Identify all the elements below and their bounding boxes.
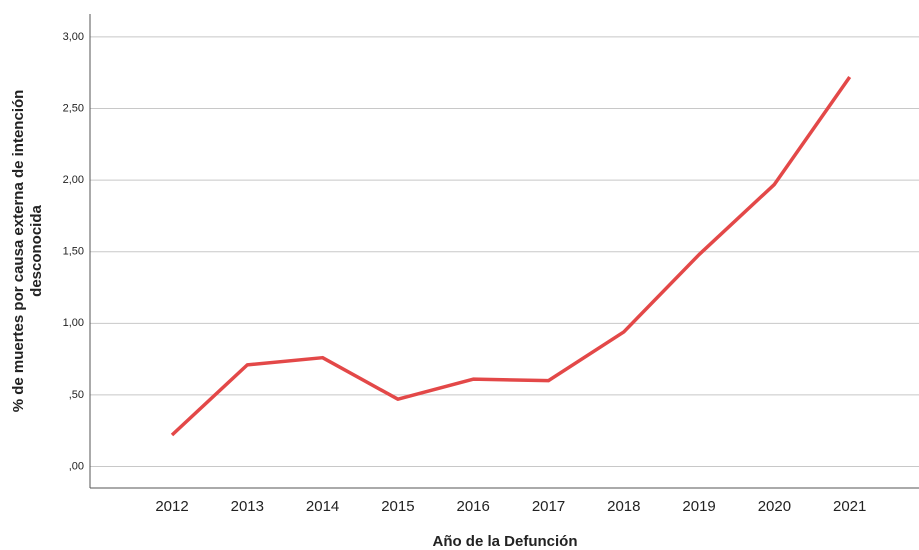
x-tick-label: 2014 — [306, 498, 339, 515]
x-tick-label: 2020 — [758, 498, 791, 515]
x-axis-title: Año de la Defunción — [432, 533, 577, 550]
y-tick-label: 2,00 — [63, 174, 84, 186]
grid-layer — [90, 36, 919, 468]
y-axis-title: % de muertes por causa externa de intenc… — [10, 90, 27, 413]
x-tick-label: 2016 — [457, 498, 490, 515]
x-tick-label: 2019 — [682, 498, 715, 515]
x-tick-label: 2013 — [231, 498, 264, 515]
x-tick-label: 2015 — [381, 498, 414, 515]
x-tick-label: 2012 — [155, 498, 188, 515]
x-tick-label: 2021 — [833, 498, 866, 515]
y-tick-label: 2,50 — [63, 102, 84, 114]
line — [170, 76, 852, 437]
y-tick-label: ,50 — [69, 389, 84, 401]
y-tick-label: 1,50 — [63, 246, 84, 258]
y-axis-title: desconocida — [28, 205, 45, 297]
y-tick-label: ,00 — [69, 460, 84, 472]
y-tick-label: 3,00 — [63, 31, 84, 43]
x-tick-label: 2017 — [532, 498, 565, 515]
x-tick-label: 2018 — [607, 498, 640, 515]
y-tick-label: 1,00 — [63, 317, 84, 329]
